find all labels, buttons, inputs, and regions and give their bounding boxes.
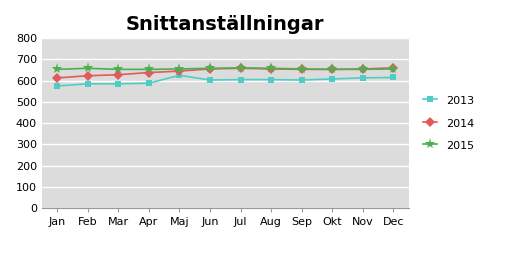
2014: [268, 67, 275, 70]
2013: [84, 82, 91, 85]
2014: [237, 67, 244, 70]
2014: [329, 68, 335, 71]
2015: [115, 68, 122, 71]
2015: [146, 68, 152, 71]
2013: [176, 74, 182, 77]
2015: [268, 67, 275, 70]
2015: [176, 67, 182, 70]
Line: 2013: 2013: [54, 72, 397, 89]
2014: [146, 71, 152, 74]
Title: Snittanställningar: Snittanställningar: [126, 15, 324, 34]
2015: [207, 67, 213, 70]
2015: [329, 68, 335, 71]
2013: [115, 82, 122, 85]
2013: [390, 76, 397, 79]
2015: [237, 66, 244, 69]
2013: [268, 78, 275, 81]
2013: [359, 76, 366, 80]
Line: 2014: 2014: [54, 65, 397, 81]
2015: [84, 67, 91, 70]
2014: [299, 68, 305, 71]
2014: [54, 76, 60, 80]
2015: [359, 68, 366, 71]
Legend: 2013, 2014, 2015: 2013, 2014, 2015: [418, 88, 479, 158]
2015: [299, 67, 305, 70]
2013: [207, 78, 213, 82]
2013: [329, 77, 335, 81]
2015: [54, 68, 60, 71]
2013: [237, 78, 244, 81]
2015: [390, 67, 397, 70]
2013: [54, 84, 60, 87]
2014: [84, 74, 91, 77]
2014: [359, 67, 366, 70]
2014: [115, 73, 122, 76]
2014: [390, 66, 397, 69]
2014: [207, 67, 213, 70]
Line: 2015: 2015: [52, 62, 399, 75]
2014: [176, 70, 182, 73]
2013: [146, 82, 152, 85]
2013: [299, 78, 305, 82]
